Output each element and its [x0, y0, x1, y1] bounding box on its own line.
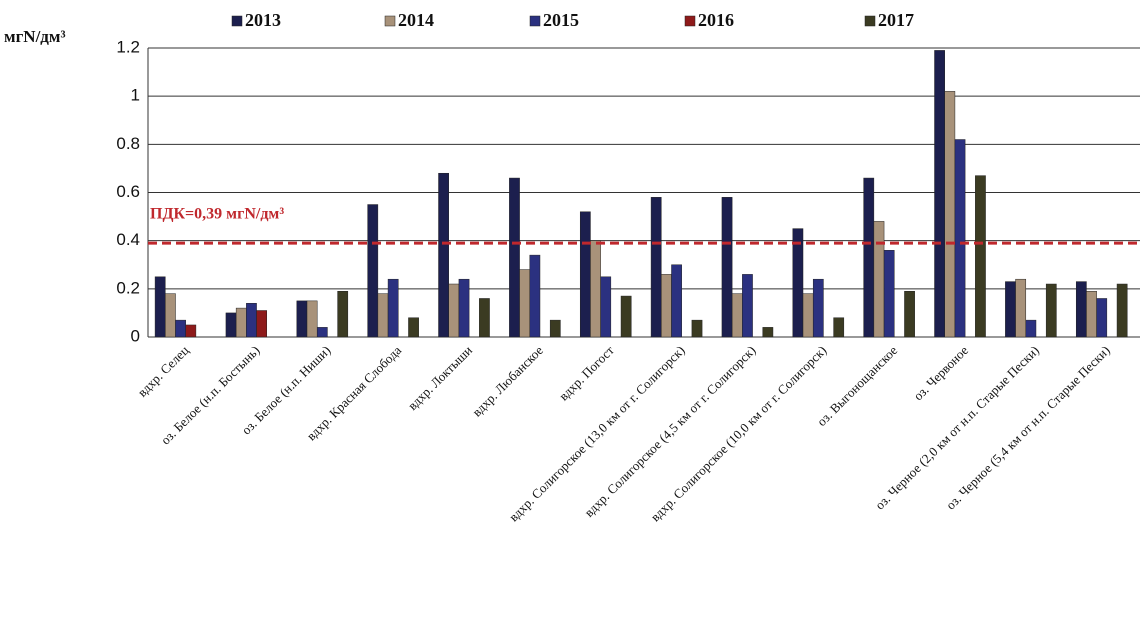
bar	[306, 300, 318, 338]
bar	[975, 175, 986, 338]
bar	[691, 319, 703, 338]
legend-swatch	[529, 15, 541, 27]
legend-label: 2016	[698, 10, 734, 30]
legend-label: 2014	[398, 10, 434, 30]
bar	[1045, 283, 1057, 338]
bar	[620, 295, 632, 338]
bar	[792, 228, 804, 338]
bar	[944, 91, 956, 338]
legend-label: 2017	[878, 10, 914, 30]
bar	[883, 250, 895, 338]
y-tick-label: 0.4	[116, 230, 140, 249]
bar	[600, 276, 612, 338]
y-tick-label: 1.2	[116, 37, 140, 56]
y-tick-label: 0.6	[116, 182, 140, 201]
bar	[802, 293, 814, 338]
legend-swatch	[231, 15, 243, 27]
bar	[479, 298, 490, 338]
bar	[519, 269, 531, 338]
legend-swatch	[384, 15, 396, 27]
bar	[458, 278, 470, 338]
bar	[509, 177, 520, 338]
bar	[812, 278, 824, 338]
bar	[873, 221, 885, 338]
x-tick-label: вдхр. Любанское	[469, 342, 546, 419]
y-tick-label: 0	[131, 326, 140, 345]
y-tick-label: 1	[131, 86, 140, 105]
bar	[863, 177, 875, 338]
bar	[549, 319, 561, 338]
legend-swatch	[864, 15, 876, 27]
bar	[721, 197, 733, 338]
x-tick-label: вдхр. Локтыши	[405, 343, 475, 413]
bar	[833, 317, 845, 338]
bar	[579, 211, 591, 338]
threshold-label: ПДК=0,39 мгN/дм³	[150, 206, 284, 223]
y-tick-label: 0.2	[116, 278, 140, 297]
bar	[225, 312, 237, 338]
bar	[650, 197, 662, 338]
bar	[1116, 283, 1128, 338]
legend-label: 2015	[543, 10, 579, 30]
bar	[934, 50, 945, 338]
bar	[337, 290, 349, 338]
bar	[367, 204, 379, 338]
y-axis-label: мгN/дм³	[4, 27, 66, 46]
bar	[1015, 278, 1027, 338]
bar	[175, 319, 186, 338]
x-tick-label: оз. Черное (5,4 км от н.п. Старые Пески)	[943, 343, 1113, 513]
bar	[742, 274, 753, 338]
bar	[1096, 298, 1108, 338]
legend-label: 2013	[245, 10, 281, 30]
bar	[1086, 290, 1097, 338]
bar	[377, 293, 389, 338]
bar	[661, 274, 672, 338]
x-tick-label: вдхр. Селец	[135, 343, 192, 400]
bar	[590, 240, 601, 338]
bar	[1075, 281, 1087, 338]
bar	[235, 307, 247, 338]
bar	[904, 290, 915, 338]
bar	[731, 293, 743, 338]
bar	[185, 324, 197, 338]
y-tick-label: 0.8	[116, 134, 140, 153]
bar	[1005, 281, 1016, 338]
x-tick-label: оз. Червоное	[910, 342, 971, 403]
bar	[256, 310, 268, 338]
bar	[296, 300, 308, 338]
bar	[1025, 319, 1037, 338]
legend-swatch	[684, 15, 696, 27]
bar	[438, 172, 449, 338]
bar	[954, 139, 966, 338]
bar	[762, 327, 774, 338]
bar	[154, 276, 166, 338]
bar	[165, 293, 176, 338]
bar	[316, 327, 328, 338]
x-tick-label: вдхр. Погост	[556, 342, 617, 403]
bar	[529, 254, 541, 338]
bar	[387, 278, 399, 338]
bar	[246, 303, 257, 338]
bar	[408, 317, 419, 338]
bar	[448, 283, 460, 338]
bar	[671, 264, 682, 338]
